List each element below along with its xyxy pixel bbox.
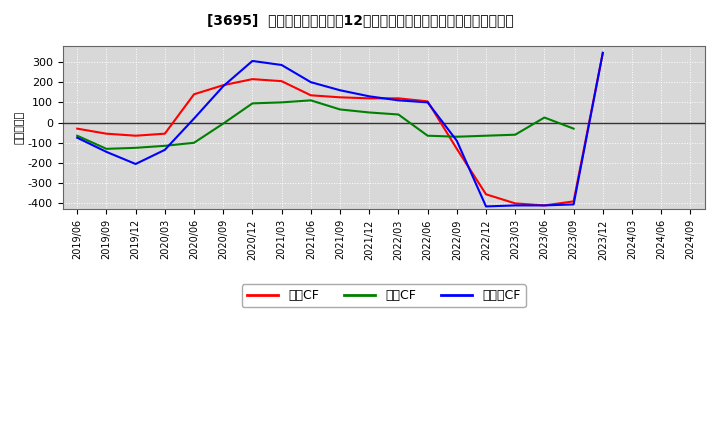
フリーCF (102, 149, 111, 154)
投資CF (219, 121, 228, 126)
営業CF (189, 92, 198, 97)
フリーCF (277, 62, 286, 68)
投資CF (248, 101, 257, 106)
フリーCF (423, 100, 432, 105)
投資CF (423, 133, 432, 138)
Line: フリーCF: フリーCF (77, 53, 603, 206)
営業CF (365, 95, 374, 101)
営業CF (423, 99, 432, 104)
フリーCF (540, 203, 549, 208)
フリーCF (336, 88, 344, 93)
Line: 投資CF: 投資CF (77, 100, 574, 149)
営業CF (570, 199, 578, 204)
投資CF (482, 133, 490, 138)
フリーCF (131, 161, 140, 167)
投資CF (189, 140, 198, 146)
営業CF (336, 95, 344, 100)
投資CF (365, 110, 374, 115)
フリーCF (73, 135, 81, 140)
営業CF (307, 93, 315, 98)
営業CF (452, 146, 461, 151)
投資CF (540, 115, 549, 120)
投資CF (73, 133, 81, 138)
投資CF (131, 145, 140, 150)
営業CF (394, 95, 402, 101)
営業CF (511, 201, 520, 206)
営業CF (482, 192, 490, 197)
Y-axis label: （百万円）: （百万円） (15, 111, 25, 144)
投資CF (394, 112, 402, 117)
Text: [3695]  キャッシュフローの12か月移動合計の対前年同期増減額の推移: [3695] キャッシュフローの12か月移動合計の対前年同期増減額の推移 (207, 13, 513, 27)
フリーCF (482, 204, 490, 209)
フリーCF (598, 50, 607, 55)
投資CF (336, 107, 344, 112)
営業CF (73, 126, 81, 131)
フリーCF (511, 203, 520, 208)
営業CF (102, 131, 111, 136)
投資CF (570, 126, 578, 131)
投資CF (277, 100, 286, 105)
フリーCF (394, 98, 402, 103)
Legend: 営業CF, 投資CF, フリーCF: 営業CF, 投資CF, フリーCF (242, 284, 526, 308)
フリーCF (219, 84, 228, 89)
フリーCF (189, 116, 198, 121)
フリーCF (161, 147, 169, 153)
営業CF (540, 203, 549, 208)
営業CF (161, 131, 169, 136)
フリーCF (570, 202, 578, 207)
営業CF (219, 83, 228, 88)
投資CF (452, 134, 461, 139)
フリーCF (452, 138, 461, 143)
投資CF (102, 146, 111, 151)
Line: 営業CF: 営業CF (77, 53, 603, 205)
フリーCF (248, 59, 257, 64)
フリーCF (365, 94, 374, 99)
営業CF (277, 78, 286, 84)
投資CF (161, 143, 169, 148)
投資CF (307, 98, 315, 103)
営業CF (131, 133, 140, 138)
営業CF (598, 50, 607, 55)
営業CF (248, 77, 257, 82)
投資CF (511, 132, 520, 137)
フリーCF (307, 80, 315, 85)
